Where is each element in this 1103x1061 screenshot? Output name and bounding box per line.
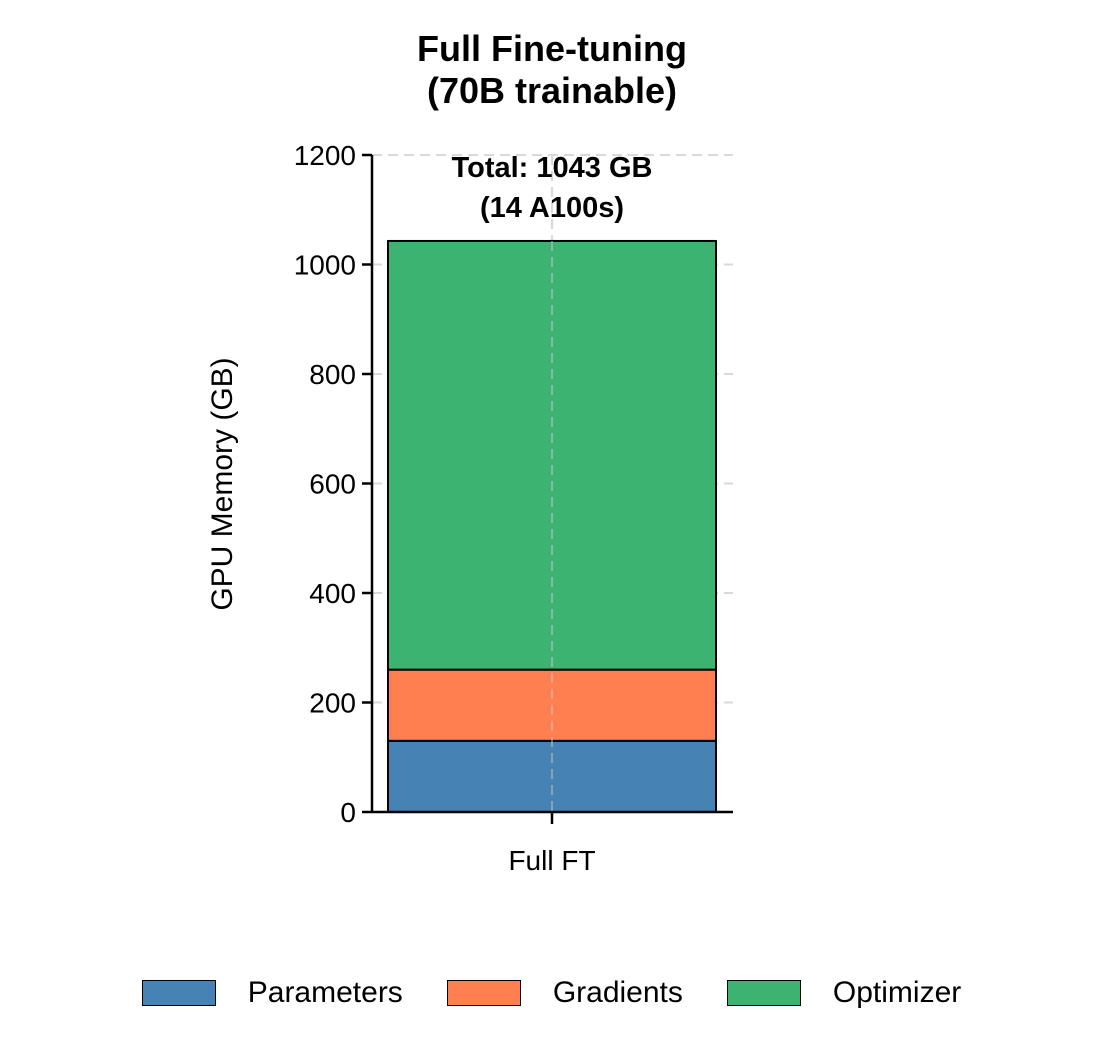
y-tick-label: 600 bbox=[309, 469, 356, 500]
y-tick-label: 1000 bbox=[294, 250, 356, 281]
legend-swatch bbox=[141, 980, 216, 1006]
legend-swatch bbox=[726, 980, 801, 1006]
y-tick-label: 400 bbox=[309, 578, 356, 609]
legend-item-parameters: Parameters bbox=[141, 976, 403, 1010]
y-tick-label: 1200 bbox=[294, 140, 356, 171]
legend-label: Gradients bbox=[552, 976, 683, 1009]
title-line-2: (70B trainable) bbox=[426, 70, 678, 111]
y-tick-label: 0 bbox=[340, 797, 356, 828]
legend-swatch bbox=[446, 980, 521, 1006]
y-tick-label: 200 bbox=[309, 688, 356, 719]
legend: Parameters Gradients Optimizer bbox=[0, 976, 1103, 1010]
chart-title: Full Fine-tuning (70B trainable) bbox=[372, 28, 732, 112]
title-line-1: Full Fine-tuning bbox=[417, 28, 687, 69]
legend-label: Parameters bbox=[247, 976, 403, 1009]
y-tick-label: 800 bbox=[309, 359, 356, 390]
x-tick-label: Full FT bbox=[508, 845, 595, 876]
legend-item-gradients: Gradients bbox=[446, 976, 683, 1010]
y-axis-label: GPU Memory (GB) bbox=[206, 357, 239, 610]
legend-item-optimizer: Optimizer bbox=[726, 976, 962, 1010]
total-annotation: (14 A100s) bbox=[480, 192, 624, 224]
total-annotation: Total: 1043 GB bbox=[452, 152, 653, 184]
legend-label: Optimizer bbox=[832, 976, 962, 1009]
